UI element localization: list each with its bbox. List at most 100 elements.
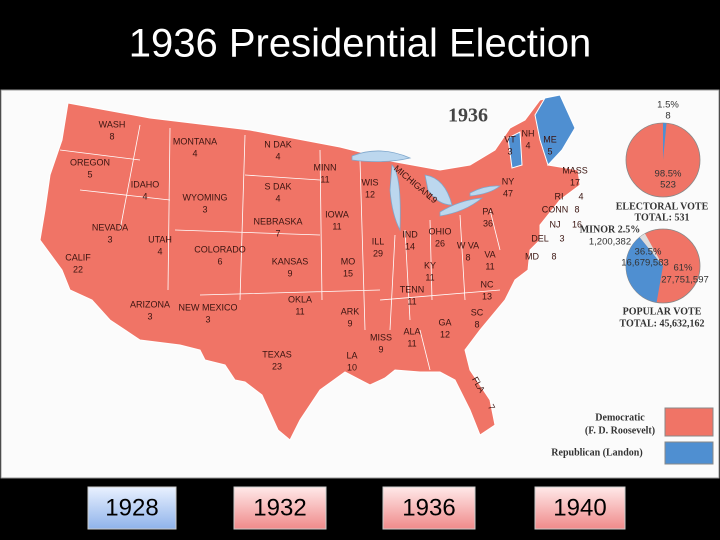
state-name: ARIZONA: [130, 299, 170, 309]
year-button-label[interactable]: 1932: [253, 494, 306, 521]
state-name: TEXAS: [262, 349, 292, 359]
legend-label: (F. D. Roosevelt): [585, 425, 655, 436]
state-name: ALA: [403, 326, 420, 336]
us-map: [39, 94, 581, 441]
state-name: GA: [438, 317, 451, 327]
state-votes: 4: [578, 191, 583, 201]
legend-swatch: [664, 441, 714, 465]
state-name: CALIF: [65, 252, 91, 262]
pie-label: 1.5%: [657, 100, 679, 111]
state-votes: 5: [547, 146, 552, 156]
year-button[interactable]: [87, 486, 177, 530]
state-votes: 9: [347, 318, 352, 328]
state-votes: 6: [217, 256, 222, 266]
state-votes: 11: [407, 296, 416, 306]
state-votes: 4: [525, 140, 530, 150]
state-votes: 3: [507, 146, 512, 156]
state-name: MISS: [370, 332, 392, 342]
state-votes: 4: [142, 191, 147, 201]
year-button-label[interactable]: 1928: [105, 494, 158, 521]
state-votes: 5: [87, 169, 92, 179]
state-name: WYOMING: [183, 192, 228, 202]
electoral-pie-republican: [663, 123, 667, 160]
state-name: SC: [471, 307, 484, 317]
state-votes: 9: [287, 268, 292, 278]
state-name: N DAK: [264, 139, 292, 149]
state-votes: 22: [73, 264, 83, 274]
pie-label: MINOR 2.5%: [580, 224, 641, 235]
popular-pie-republican: [625, 237, 663, 303]
state-votes: 8: [574, 204, 579, 214]
state-name: UTAH: [148, 234, 172, 244]
state-votes: 8: [551, 251, 556, 261]
state-name: RI: [555, 191, 564, 201]
state-name: NEW MEXICO: [178, 302, 237, 312]
state-votes: 23: [272, 361, 282, 371]
pie-label: 27,751,597: [661, 275, 709, 286]
pie-total: TOTAL: 45,632,162: [620, 318, 705, 329]
year-button-label[interactable]: 1940: [553, 494, 606, 521]
state-votes: 8: [474, 319, 479, 329]
state-votes: 11: [295, 306, 304, 316]
state-votes: 19: [425, 191, 439, 205]
pie-label: 16,679,583: [621, 258, 669, 269]
state-votes: 47: [503, 188, 513, 198]
pie-heading: ELECTORAL VOTE: [616, 201, 709, 212]
state-votes: 12: [365, 189, 375, 199]
map-year: 1936: [448, 105, 488, 127]
year-button[interactable]: [233, 486, 327, 530]
state-name: WASH: [99, 119, 126, 129]
state-name: VT: [504, 134, 516, 144]
pie-label: 1,200,382: [589, 237, 631, 248]
state-votes: 8: [109, 131, 114, 141]
state-name: W VA: [457, 240, 479, 250]
state-name: NC: [481, 279, 494, 289]
popular-pie-minor: [639, 233, 663, 266]
state-votes: 13: [482, 291, 492, 301]
pie-label: 8: [665, 111, 670, 122]
state-name: NEBRASKA: [253, 216, 302, 226]
state-name: NEVADA: [92, 222, 128, 232]
state-name: ME: [543, 134, 557, 144]
pie-label: 61%: [673, 263, 693, 274]
state-name: DEL: [531, 233, 549, 243]
state-name: CONN: [542, 204, 569, 214]
state-votes: 3: [147, 311, 152, 321]
slide-title: 1936 Presidential Election: [129, 22, 592, 66]
state-votes: 11: [485, 261, 494, 271]
state-name: VA: [484, 249, 495, 259]
state-votes: 11: [425, 272, 434, 282]
legend-label: Democratic: [595, 412, 645, 423]
pie-total: TOTAL: 531: [635, 212, 690, 223]
state-votes: 16: [572, 219, 582, 229]
legend-label: Republican (Landon): [551, 447, 642, 458]
state-name: NJ: [550, 219, 561, 229]
state-name: ILL: [372, 236, 385, 246]
state-votes: 9: [378, 344, 383, 354]
state-votes: 3: [202, 204, 207, 214]
state-name: TENN: [400, 284, 425, 294]
state-name: ARK: [341, 306, 360, 316]
year-buttons: 1928 1932 1936 1940: [87, 486, 626, 530]
pie-label: 98.5%: [655, 169, 682, 180]
state-name: OREGON: [70, 157, 110, 167]
state-votes: 3: [559, 233, 564, 243]
state-name: COLORADO: [194, 244, 246, 254]
legend-swatch: [664, 407, 714, 437]
state-votes: 7: [275, 228, 280, 238]
state-votes: 36: [483, 218, 493, 228]
great-lakes: [351, 150, 502, 232]
state-votes: 11: [332, 221, 341, 231]
state-votes: 29: [373, 248, 383, 258]
year-button[interactable]: [382, 486, 476, 530]
year-button[interactable]: [534, 486, 626, 530]
state-votes: 4: [275, 193, 280, 203]
state-name: S DAK: [264, 181, 291, 191]
maine-republican: [534, 94, 576, 166]
state-name: PA: [482, 206, 493, 216]
state-votes: 26: [435, 238, 445, 248]
year-button-label[interactable]: 1936: [402, 494, 455, 521]
state-name: MINN: [314, 162, 337, 172]
